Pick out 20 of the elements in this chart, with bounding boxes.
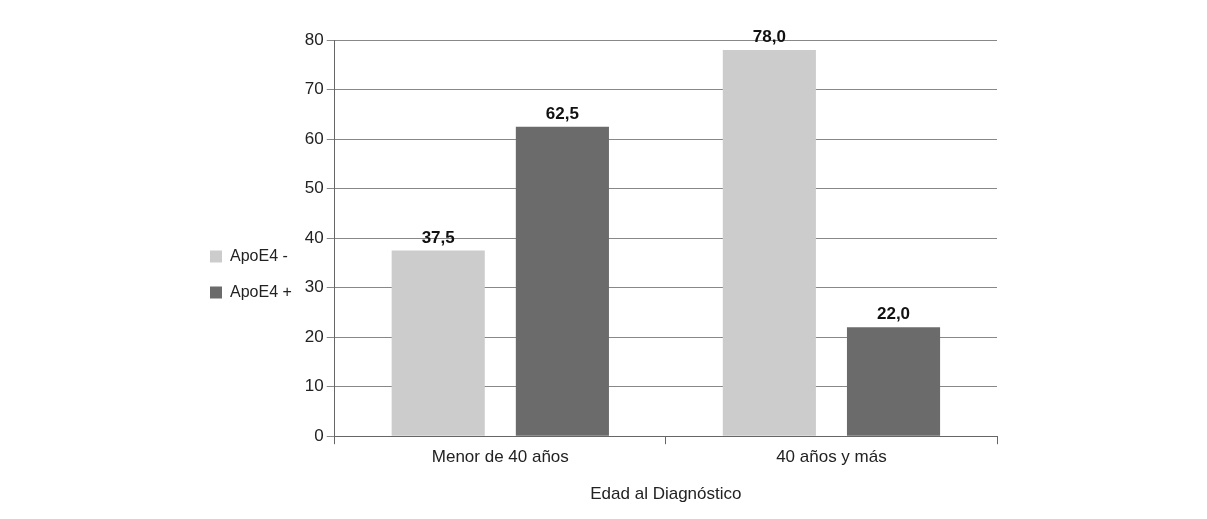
y-tick-label: 80 (304, 29, 324, 49)
data-label: 62,5 (545, 103, 579, 123)
y-tick-label: 70 (304, 79, 324, 99)
bar (722, 49, 816, 436)
x-axis-title: Edad al Diagnóstico (590, 484, 742, 504)
y-tick-label: 40 (304, 227, 324, 247)
legend-label: ApoE4 - (230, 246, 288, 264)
y-tick-label: 30 (304, 277, 324, 297)
y-tick-label: 0 (314, 425, 324, 445)
data-label: 22,0 (876, 304, 911, 324)
data-label: 37,5 (421, 227, 455, 247)
y-tick-label: 10 (304, 376, 324, 396)
x-tick-label: 40 años y más (776, 447, 887, 467)
y-tick-label: 60 (304, 128, 324, 148)
data-label: 78,0 (752, 27, 786, 47)
y-tick-label: 50 (304, 178, 324, 198)
legend-label: ApoE4 + (230, 282, 292, 300)
y-tick-label: 20 (304, 326, 324, 346)
bar (391, 250, 485, 436)
x-tick-label: Menor de 40 años (431, 447, 569, 467)
